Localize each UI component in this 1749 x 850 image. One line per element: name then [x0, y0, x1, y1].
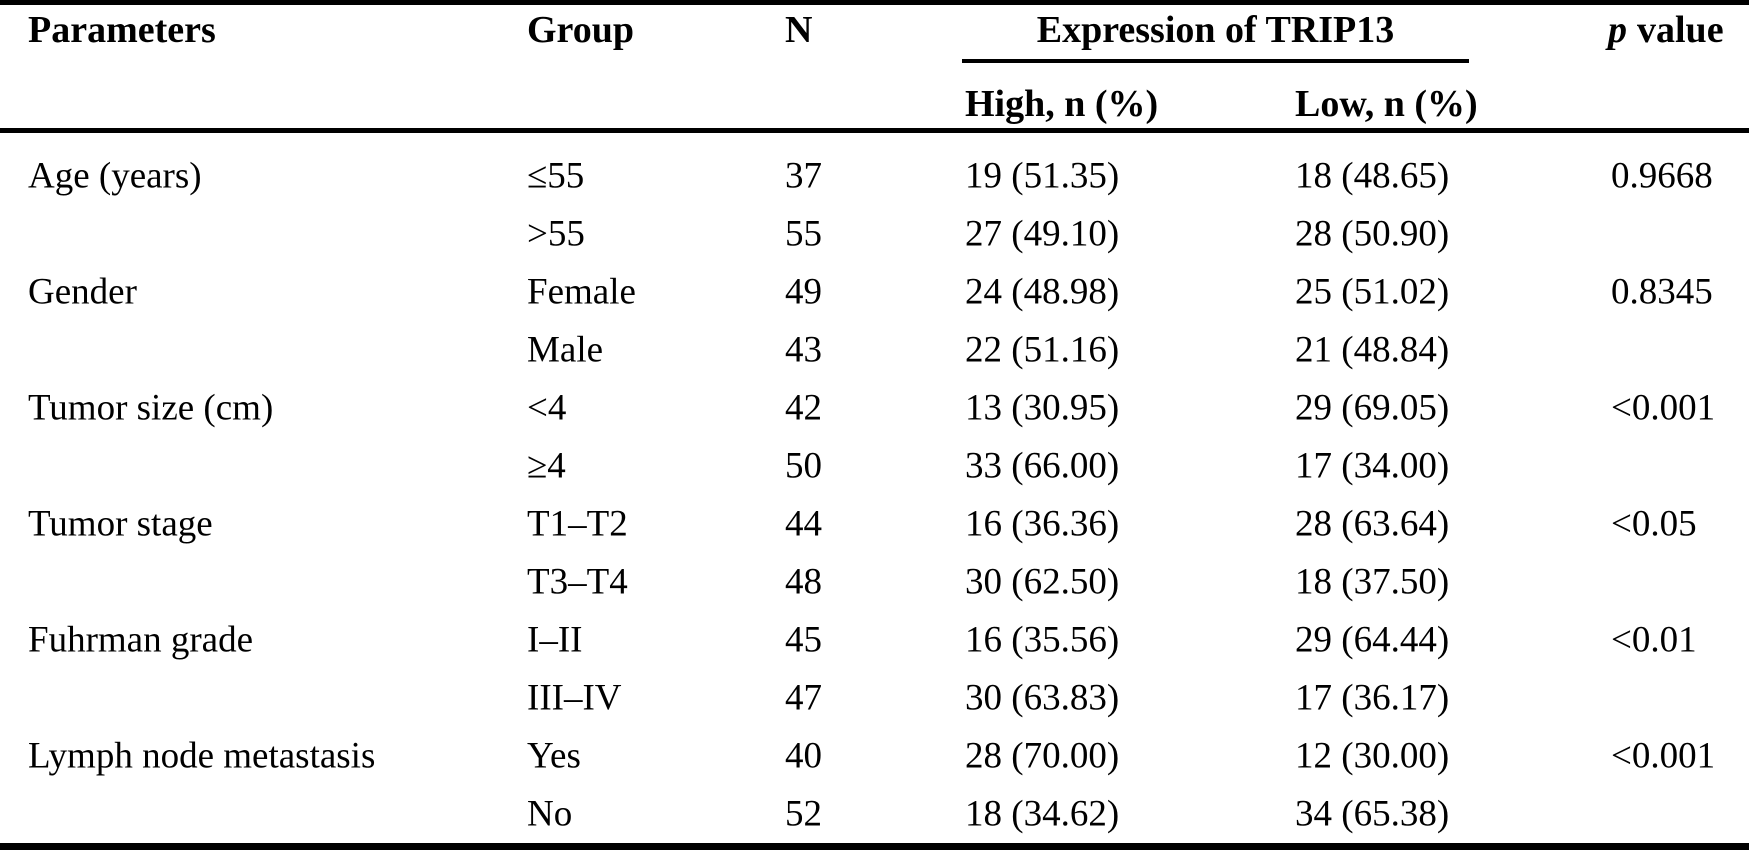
column-header-high: High, n (%) — [965, 83, 1159, 125]
table-row: ≥4 50 33 (66.00) 17 (34.00) — [0, 437, 1749, 495]
row-low-value: 28 (63.64) — [1295, 503, 1450, 545]
row-p-value: <0.001 — [1611, 387, 1716, 429]
row-high-value: 18 (34.62) — [965, 793, 1120, 835]
row-group: <4 — [527, 387, 567, 429]
p-value-label: value — [1637, 9, 1724, 51]
row-high-value: 13 (30.95) — [965, 387, 1120, 429]
row-high-value: 16 (36.36) — [965, 503, 1120, 545]
table-row: Age (years) ≤55 37 19 (51.35) 18 (48.65)… — [0, 147, 1749, 205]
row-low-value: 25 (51.02) — [1295, 271, 1450, 313]
column-header-expression-spanner: Expression of TRIP13 — [1036, 9, 1395, 51]
row-high-value: 19 (51.35) — [965, 155, 1120, 197]
table-row: Tumor size (cm) <4 42 13 (30.95) 29 (69.… — [0, 379, 1749, 437]
row-n: 50 — [785, 445, 822, 487]
row-low-value: 12 (30.00) — [1295, 735, 1450, 777]
row-group: Male — [527, 329, 604, 371]
row-high-value: 33 (66.00) — [965, 445, 1120, 487]
table-row: T3–T4 48 30 (62.50) 18 (37.50) — [0, 553, 1749, 611]
row-n: 37 — [785, 155, 822, 197]
row-high-value: 24 (48.98) — [965, 271, 1120, 313]
row-parameter: Tumor size (cm) — [28, 387, 274, 429]
row-n: 48 — [785, 561, 822, 603]
row-n: 52 — [785, 793, 822, 835]
row-low-value: 18 (37.50) — [1295, 561, 1450, 603]
row-group: Yes — [527, 735, 581, 777]
row-parameter: Fuhrman grade — [28, 619, 254, 661]
row-group: I–II — [527, 619, 583, 661]
row-high-value: 16 (35.56) — [965, 619, 1120, 661]
table-row: Lymph node metastasis Yes 40 28 (70.00) … — [0, 727, 1749, 785]
row-n: 43 — [785, 329, 822, 371]
table-body: Age (years) ≤55 37 19 (51.35) 18 (48.65)… — [0, 133, 1749, 843]
column-header-low: Low, n (%) — [1295, 83, 1478, 125]
row-low-value: 34 (65.38) — [1295, 793, 1450, 835]
expression-spanner-rule — [962, 59, 1469, 63]
header-bottom-rule — [0, 128, 1749, 133]
row-high-value: 30 (63.83) — [965, 677, 1120, 719]
row-n: 42 — [785, 387, 822, 429]
row-low-value: 28 (50.90) — [1295, 213, 1450, 255]
row-high-value: 30 (62.50) — [965, 561, 1120, 603]
row-parameter: Lymph node metastasis — [28, 735, 376, 777]
row-parameter: Age (years) — [28, 155, 202, 197]
row-group: T3–T4 — [527, 561, 628, 603]
table-row: Gender Female 49 24 (48.98) 25 (51.02) 0… — [0, 263, 1749, 321]
row-low-value: 29 (69.05) — [1295, 387, 1450, 429]
row-group: >55 — [527, 213, 585, 255]
row-p-value: <0.05 — [1611, 503, 1697, 545]
table-row: >55 55 27 (49.10) 28 (50.90) — [0, 205, 1749, 263]
row-low-value: 17 (34.00) — [1295, 445, 1450, 487]
row-n: 40 — [785, 735, 822, 777]
table-top-rule — [0, 0, 1749, 5]
row-p-value: 0.9668 — [1611, 155, 1713, 197]
row-p-value: <0.01 — [1611, 619, 1697, 661]
row-n: 49 — [785, 271, 822, 313]
row-n: 44 — [785, 503, 822, 545]
row-n: 55 — [785, 213, 822, 255]
column-header-parameters: Parameters — [28, 9, 216, 51]
table-bottom-rule — [0, 843, 1749, 850]
row-p-value: <0.001 — [1611, 735, 1716, 777]
row-n: 47 — [785, 677, 822, 719]
row-low-value: 17 (36.17) — [1295, 677, 1450, 719]
row-parameter: Gender — [28, 271, 137, 313]
table-row: III–IV 47 30 (63.83) 17 (36.17) — [0, 669, 1749, 727]
table-row: Fuhrman grade I–II 45 16 (35.56) 29 (64.… — [0, 611, 1749, 669]
row-high-value: 28 (70.00) — [965, 735, 1120, 777]
row-low-value: 18 (48.65) — [1295, 155, 1450, 197]
row-p-value: 0.8345 — [1611, 271, 1713, 313]
row-group: III–IV — [527, 677, 622, 719]
row-low-value: 29 (64.44) — [1295, 619, 1450, 661]
row-low-value: 21 (48.84) — [1295, 329, 1450, 371]
table-row: Male 43 22 (51.16) 21 (48.84) — [0, 321, 1749, 379]
row-high-value: 22 (51.16) — [965, 329, 1120, 371]
row-n: 45 — [785, 619, 822, 661]
row-group: No — [527, 793, 573, 835]
column-header-n: N — [785, 9, 813, 51]
row-group: ≤55 — [527, 155, 585, 197]
row-high-value: 27 (49.10) — [965, 213, 1120, 255]
row-parameter: Tumor stage — [28, 503, 213, 545]
column-header-group: Group — [527, 9, 635, 51]
p-value-italic-p: p — [1608, 9, 1627, 51]
row-group: ≥4 — [527, 445, 566, 487]
column-header-p-value: p value — [1608, 8, 1724, 52]
table-row: No 52 18 (34.62) 34 (65.38) — [0, 785, 1749, 843]
row-group: Female — [527, 271, 636, 313]
table-row: Tumor stage T1–T2 44 16 (36.36) 28 (63.6… — [0, 495, 1749, 553]
row-group: T1–T2 — [527, 503, 628, 545]
